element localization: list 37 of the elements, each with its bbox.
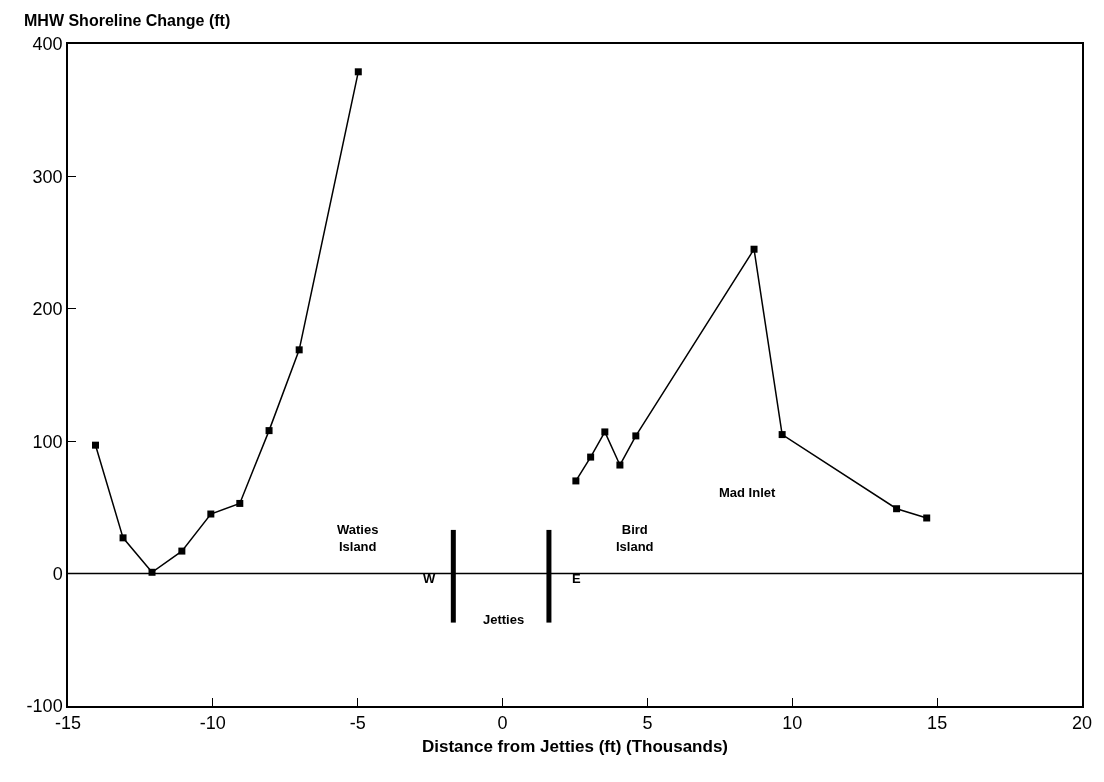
point [587, 453, 595, 461]
point [572, 477, 580, 485]
x-axis-title: Distance from Jetties (ft) (Thousands) [421, 737, 729, 757]
y-tick-label: 0 [52, 563, 63, 584]
point [265, 427, 273, 435]
x-tick-label: 5 [642, 713, 653, 734]
x-tick-label: -5 [349, 713, 366, 734]
annotation: Mad Inlet [719, 485, 777, 500]
x-tick-label: 15 [927, 713, 948, 734]
point [632, 432, 640, 440]
annotation: Waties Island [337, 522, 379, 554]
x-tick-label: 20 [1071, 713, 1093, 734]
x-tick-label: 0 [497, 713, 508, 734]
point [923, 514, 931, 522]
y-tick-label: 400 [32, 34, 63, 55]
point [616, 461, 624, 469]
point [750, 245, 758, 253]
annotation: Jetties [483, 612, 525, 627]
point [236, 499, 244, 507]
point [92, 441, 100, 449]
annotation: E [572, 571, 581, 586]
point [119, 534, 127, 542]
y-tick-label: 300 [32, 166, 63, 187]
point [601, 428, 609, 436]
y-tick-label: 200 [32, 299, 63, 320]
x-tick-label: 10 [782, 713, 803, 734]
annotation: W [423, 571, 436, 586]
y-tick-label: 100 [32, 431, 63, 452]
annotation: Bird Island [616, 522, 654, 554]
x-tick-label: -10 [199, 713, 226, 734]
point [207, 510, 215, 518]
y-axis-title: MHW Shoreline Change (ft) [24, 12, 231, 29]
point [778, 431, 786, 439]
point [893, 505, 901, 513]
point [178, 547, 186, 555]
point [354, 68, 362, 76]
point [295, 346, 303, 354]
